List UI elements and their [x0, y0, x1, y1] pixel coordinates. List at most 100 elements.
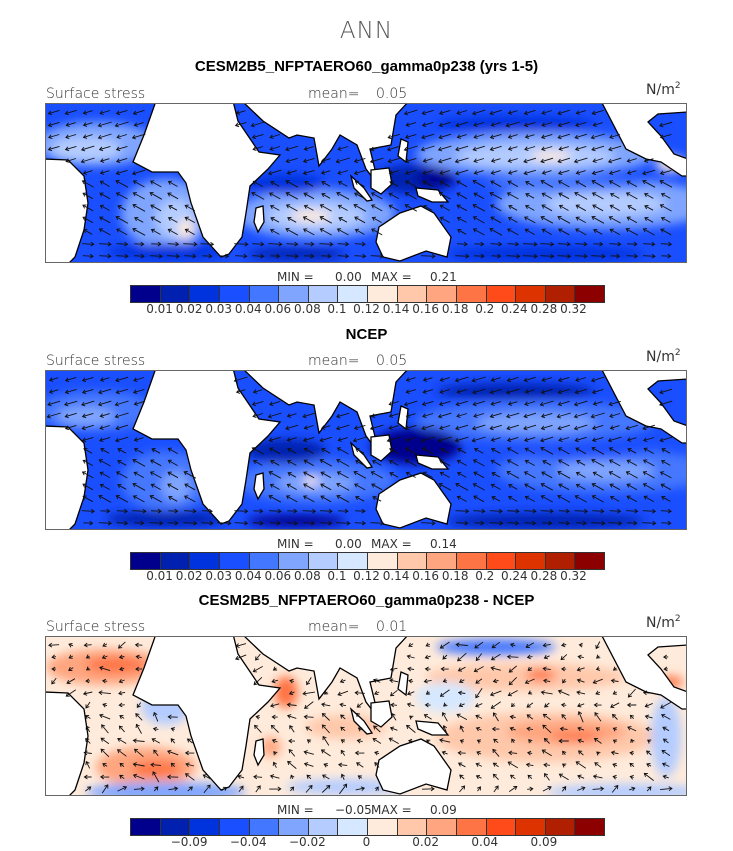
wind-vector-arrow [592, 122, 603, 127]
wind-vector-arrow [320, 495, 332, 503]
wind-vector-arrow [456, 459, 467, 466]
wind-vector-arrow [101, 784, 109, 794]
wind-vector-arrow [594, 712, 602, 722]
wind-vector-arrow [115, 145, 128, 152]
wind-vector-arrow [473, 508, 486, 514]
wind-vector-arrow [168, 520, 179, 526]
wind-vector-arrow [150, 204, 162, 212]
wind-vector-arrow [354, 483, 366, 491]
wind-vector-arrow [659, 121, 673, 128]
wind-vector-arrow [557, 689, 570, 696]
wind-vector-arrow [99, 216, 111, 224]
wind-vector-arrow [543, 737, 550, 744]
wind-vector-arrow [659, 169, 672, 176]
wind-vector-arrow [541, 110, 553, 115]
south-america-landmass [46, 691, 89, 795]
wind-vector-arrow [289, 725, 295, 733]
wind-vector-arrow [184, 483, 196, 491]
wind-vector-arrow [303, 483, 315, 491]
wind-vector-arrow [609, 134, 621, 140]
wind-vector-arrow [540, 179, 554, 188]
colorbar-swatch [219, 553, 250, 569]
wind-vector-arrow [608, 145, 622, 152]
wind-vector-arrow [135, 666, 143, 672]
wind-vector-arrow [187, 786, 193, 792]
contour-region [556, 461, 656, 481]
wind-vector-arrow [168, 205, 178, 211]
wind-vector-arrow [511, 738, 516, 744]
wind-vector-arrow [99, 713, 111, 720]
wind-vector-arrow [287, 760, 297, 769]
wind-vector-arrow [609, 425, 620, 430]
wind-vector-arrow [319, 204, 332, 212]
wind-vector-arrow [100, 737, 110, 745]
wind-vector-arrow [267, 169, 282, 176]
wind-vector-arrow [337, 437, 348, 442]
wind-vector-arrow [269, 192, 281, 200]
wind-vector-arrow [389, 181, 399, 187]
wind-vector-arrow [321, 192, 331, 199]
wind-vector-arrow [575, 170, 586, 175]
wind-vector-arrow [116, 749, 127, 757]
colorbar-swatch [190, 553, 220, 569]
wind-vector-arrow [336, 191, 350, 200]
wind-vector-arrow [253, 676, 263, 686]
wind-vector-arrow [421, 109, 434, 116]
wind-vector-arrow [576, 667, 585, 672]
wind-vector-arrow [354, 690, 365, 696]
wind-vector-arrow [661, 253, 672, 259]
wind-vector-arrow [132, 508, 147, 514]
wind-vector-arrow [574, 145, 587, 152]
wind-vector-arrow [562, 678, 567, 684]
asia-landmass [244, 637, 408, 720]
wind-vector-arrow [455, 642, 468, 648]
wind-vector-arrow [168, 495, 178, 502]
wind-vector-arrow [83, 642, 92, 648]
wind-vector-arrow [269, 228, 280, 235]
wind-vector-arrow [303, 714, 314, 720]
wind-vector-arrow [322, 735, 330, 746]
wind-vector-arrow [389, 678, 399, 684]
wind-vector-arrow [509, 726, 516, 732]
colorbar-swatch [545, 553, 576, 569]
wind-vector-arrow [167, 459, 178, 466]
wind-vector-arrow [608, 400, 621, 407]
wind-vector-arrow [357, 727, 363, 732]
wind-vector-arrow [115, 495, 129, 503]
wind-vector-arrow [100, 508, 111, 514]
wind-vector-arrow [472, 228, 485, 236]
contour-region [106, 511, 226, 527]
wind-vector-arrow [270, 253, 281, 259]
wind-vector-arrow [372, 737, 382, 744]
wind-vector-arrow [116, 508, 129, 514]
wind-vector-arrow [99, 158, 110, 163]
wind-vector-arrow [523, 157, 537, 164]
contour-region [436, 116, 596, 132]
wind-vector-arrow [116, 253, 129, 259]
wind-vector-arrow [319, 228, 332, 236]
wind-vector-arrow [405, 377, 416, 382]
wind-vector-arrow [523, 412, 537, 419]
wind-vector-arrow [353, 203, 367, 212]
wind-vector-arrow [629, 774, 634, 780]
units-base: N/m [646, 348, 675, 365]
wind-vector-arrow [132, 773, 145, 780]
wind-vector-arrow [507, 241, 520, 247]
wind-vector-arrow [609, 204, 620, 211]
wind-vector-arrow [184, 216, 196, 223]
wind-vector-arrow [117, 483, 127, 490]
wind-vector-arrow [506, 412, 520, 419]
wind-vector-arrow [132, 495, 145, 503]
wind-vector-arrow [439, 641, 450, 649]
colorbar-swatch [397, 553, 428, 569]
wind-vector-arrow [83, 447, 93, 454]
wind-vector-arrow [473, 447, 484, 454]
wind-vector-arrow [424, 654, 431, 660]
colorbar-tick-label: −0.02 [288, 835, 326, 849]
wind-vector-arrow [133, 748, 144, 758]
colorbar-tick-label: 0.02 [175, 569, 203, 583]
wind-vector-arrow [575, 253, 588, 259]
wind-vector-arrow [85, 760, 91, 769]
wind-vector-arrow [386, 436, 401, 443]
wind-vector-arrow [184, 495, 196, 503]
